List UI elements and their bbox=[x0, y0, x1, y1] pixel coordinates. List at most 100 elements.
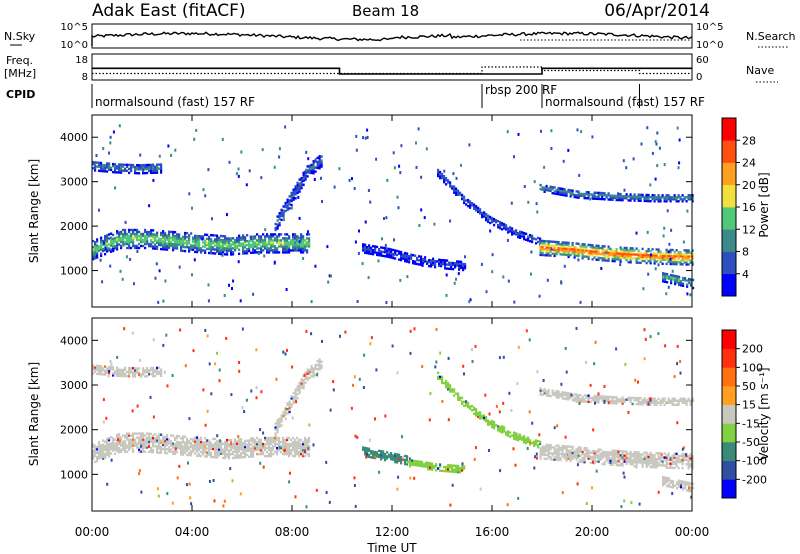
heatmap-cell bbox=[541, 186, 544, 189]
heatmap-cell bbox=[206, 453, 209, 456]
heatmap-cell bbox=[607, 401, 610, 405]
heatmap-cell bbox=[376, 251, 379, 255]
heatmap-cell bbox=[228, 455, 231, 458]
heatmap-cell bbox=[463, 197, 466, 201]
heatmap-cell bbox=[136, 436, 139, 439]
heatmap-cell bbox=[635, 461, 638, 464]
heatmap-cell bbox=[164, 238, 167, 241]
heatmap-cell bbox=[112, 368, 115, 371]
heatmap-cell bbox=[158, 239, 161, 243]
heatmap-cell bbox=[146, 167, 149, 171]
heatmap-cell bbox=[605, 397, 608, 400]
heatmap-cell bbox=[665, 401, 668, 404]
heatmap-cell bbox=[404, 454, 407, 458]
heatmap-cell bbox=[210, 443, 213, 446]
heatmap-cell bbox=[595, 258, 598, 261]
heatmap-cell bbox=[328, 500, 331, 504]
heatmap-cell bbox=[358, 377, 361, 381]
heatmap-cell bbox=[254, 237, 257, 240]
heatmap-cell bbox=[126, 238, 129, 242]
heatmap-cell bbox=[298, 186, 301, 189]
heatmap-cell bbox=[541, 453, 544, 456]
heatmap-cell bbox=[646, 126, 649, 130]
heatmap-cell bbox=[264, 444, 267, 448]
heatmap-cell bbox=[491, 218, 494, 222]
heatmap-cell bbox=[204, 245, 207, 248]
heatmap-cell bbox=[585, 191, 588, 194]
heatmap-cell bbox=[106, 449, 109, 453]
heatmap-cell bbox=[683, 253, 686, 256]
heatmap-cell bbox=[314, 160, 317, 163]
heatmap-cell bbox=[450, 261, 453, 265]
heatmap-cell bbox=[663, 464, 666, 467]
heatmap-cell bbox=[162, 439, 165, 443]
heatmap-cell bbox=[669, 200, 672, 203]
heatmap-cell bbox=[577, 252, 580, 256]
heatmap-cell bbox=[152, 440, 155, 444]
heatmap-cell bbox=[452, 267, 455, 271]
heatmap-cell bbox=[218, 240, 221, 243]
heatmap-cell bbox=[286, 208, 289, 211]
heatmap-cell bbox=[585, 247, 588, 250]
heatmap-cell bbox=[669, 252, 672, 256]
heatmap-cell bbox=[294, 452, 297, 456]
heatmap-cell bbox=[625, 197, 628, 200]
heatmap-cell bbox=[105, 416, 108, 420]
heatmap-cell bbox=[571, 453, 574, 457]
heatmap-cell bbox=[463, 201, 466, 205]
heatmap-cell bbox=[493, 423, 496, 426]
heatmap-cell bbox=[655, 198, 658, 201]
heatmap-cell bbox=[517, 437, 520, 440]
heatmap-cell bbox=[413, 461, 416, 465]
heatmap-cell bbox=[206, 237, 209, 241]
heatmap-cell bbox=[565, 455, 568, 458]
heatmap-cell bbox=[292, 401, 295, 405]
heatmap-cell bbox=[607, 194, 610, 197]
heatmap-cell bbox=[398, 455, 401, 458]
heatmap-cell bbox=[555, 448, 558, 451]
heatmap-cell bbox=[538, 294, 541, 298]
heatmap-cell bbox=[661, 252, 664, 255]
heatmap-cell bbox=[254, 249, 257, 252]
heatmap-cell bbox=[230, 253, 233, 256]
heatmap-cell bbox=[294, 396, 297, 399]
heatmap-cell bbox=[260, 235, 263, 238]
heatmap-cell bbox=[104, 237, 107, 240]
heatmap-cell bbox=[156, 245, 159, 248]
heatmap-cell bbox=[571, 451, 574, 455]
heatmap-cell bbox=[396, 457, 399, 460]
heatmap-cell bbox=[657, 248, 660, 251]
heatmap-cell bbox=[664, 476, 667, 479]
heatmap-cell bbox=[106, 437, 109, 441]
heatmap-cell bbox=[449, 386, 452, 389]
heatmap-cell bbox=[146, 240, 149, 244]
heatmap-cell bbox=[274, 438, 277, 442]
heatmap-cell bbox=[302, 243, 305, 246]
heatmap-cell bbox=[106, 162, 109, 165]
heatmap-cell bbox=[228, 241, 231, 244]
heatmap-cell bbox=[669, 457, 672, 461]
heatmap-cell bbox=[539, 251, 542, 255]
heatmap-cell bbox=[667, 285, 670, 289]
heatmap-cell bbox=[649, 453, 652, 457]
heatmap-cell bbox=[248, 243, 251, 247]
heatmap-cell bbox=[92, 445, 95, 448]
heatmap-cell bbox=[124, 374, 127, 378]
heatmap-cell bbox=[549, 458, 552, 461]
heatmap-cell bbox=[639, 251, 642, 254]
heatmap-cell bbox=[665, 252, 668, 256]
heatmap-cell bbox=[263, 254, 266, 258]
heatmap-cell bbox=[530, 272, 532, 276]
heatmap-cell bbox=[662, 272, 665, 275]
heatmap-cell bbox=[563, 243, 566, 246]
heatmap-cell bbox=[298, 190, 301, 193]
heatmap-cell bbox=[154, 239, 157, 242]
sky-tick-top-left: 10^5 bbox=[61, 22, 88, 33]
heatmap-cell bbox=[565, 391, 568, 395]
heatmap-cell bbox=[106, 242, 109, 245]
heatmap-cell bbox=[130, 240, 133, 244]
heatmap-cell bbox=[192, 444, 195, 447]
heatmap-cell bbox=[286, 200, 289, 203]
heatmap-cell bbox=[114, 165, 117, 168]
heatmap-cell bbox=[218, 379, 221, 383]
